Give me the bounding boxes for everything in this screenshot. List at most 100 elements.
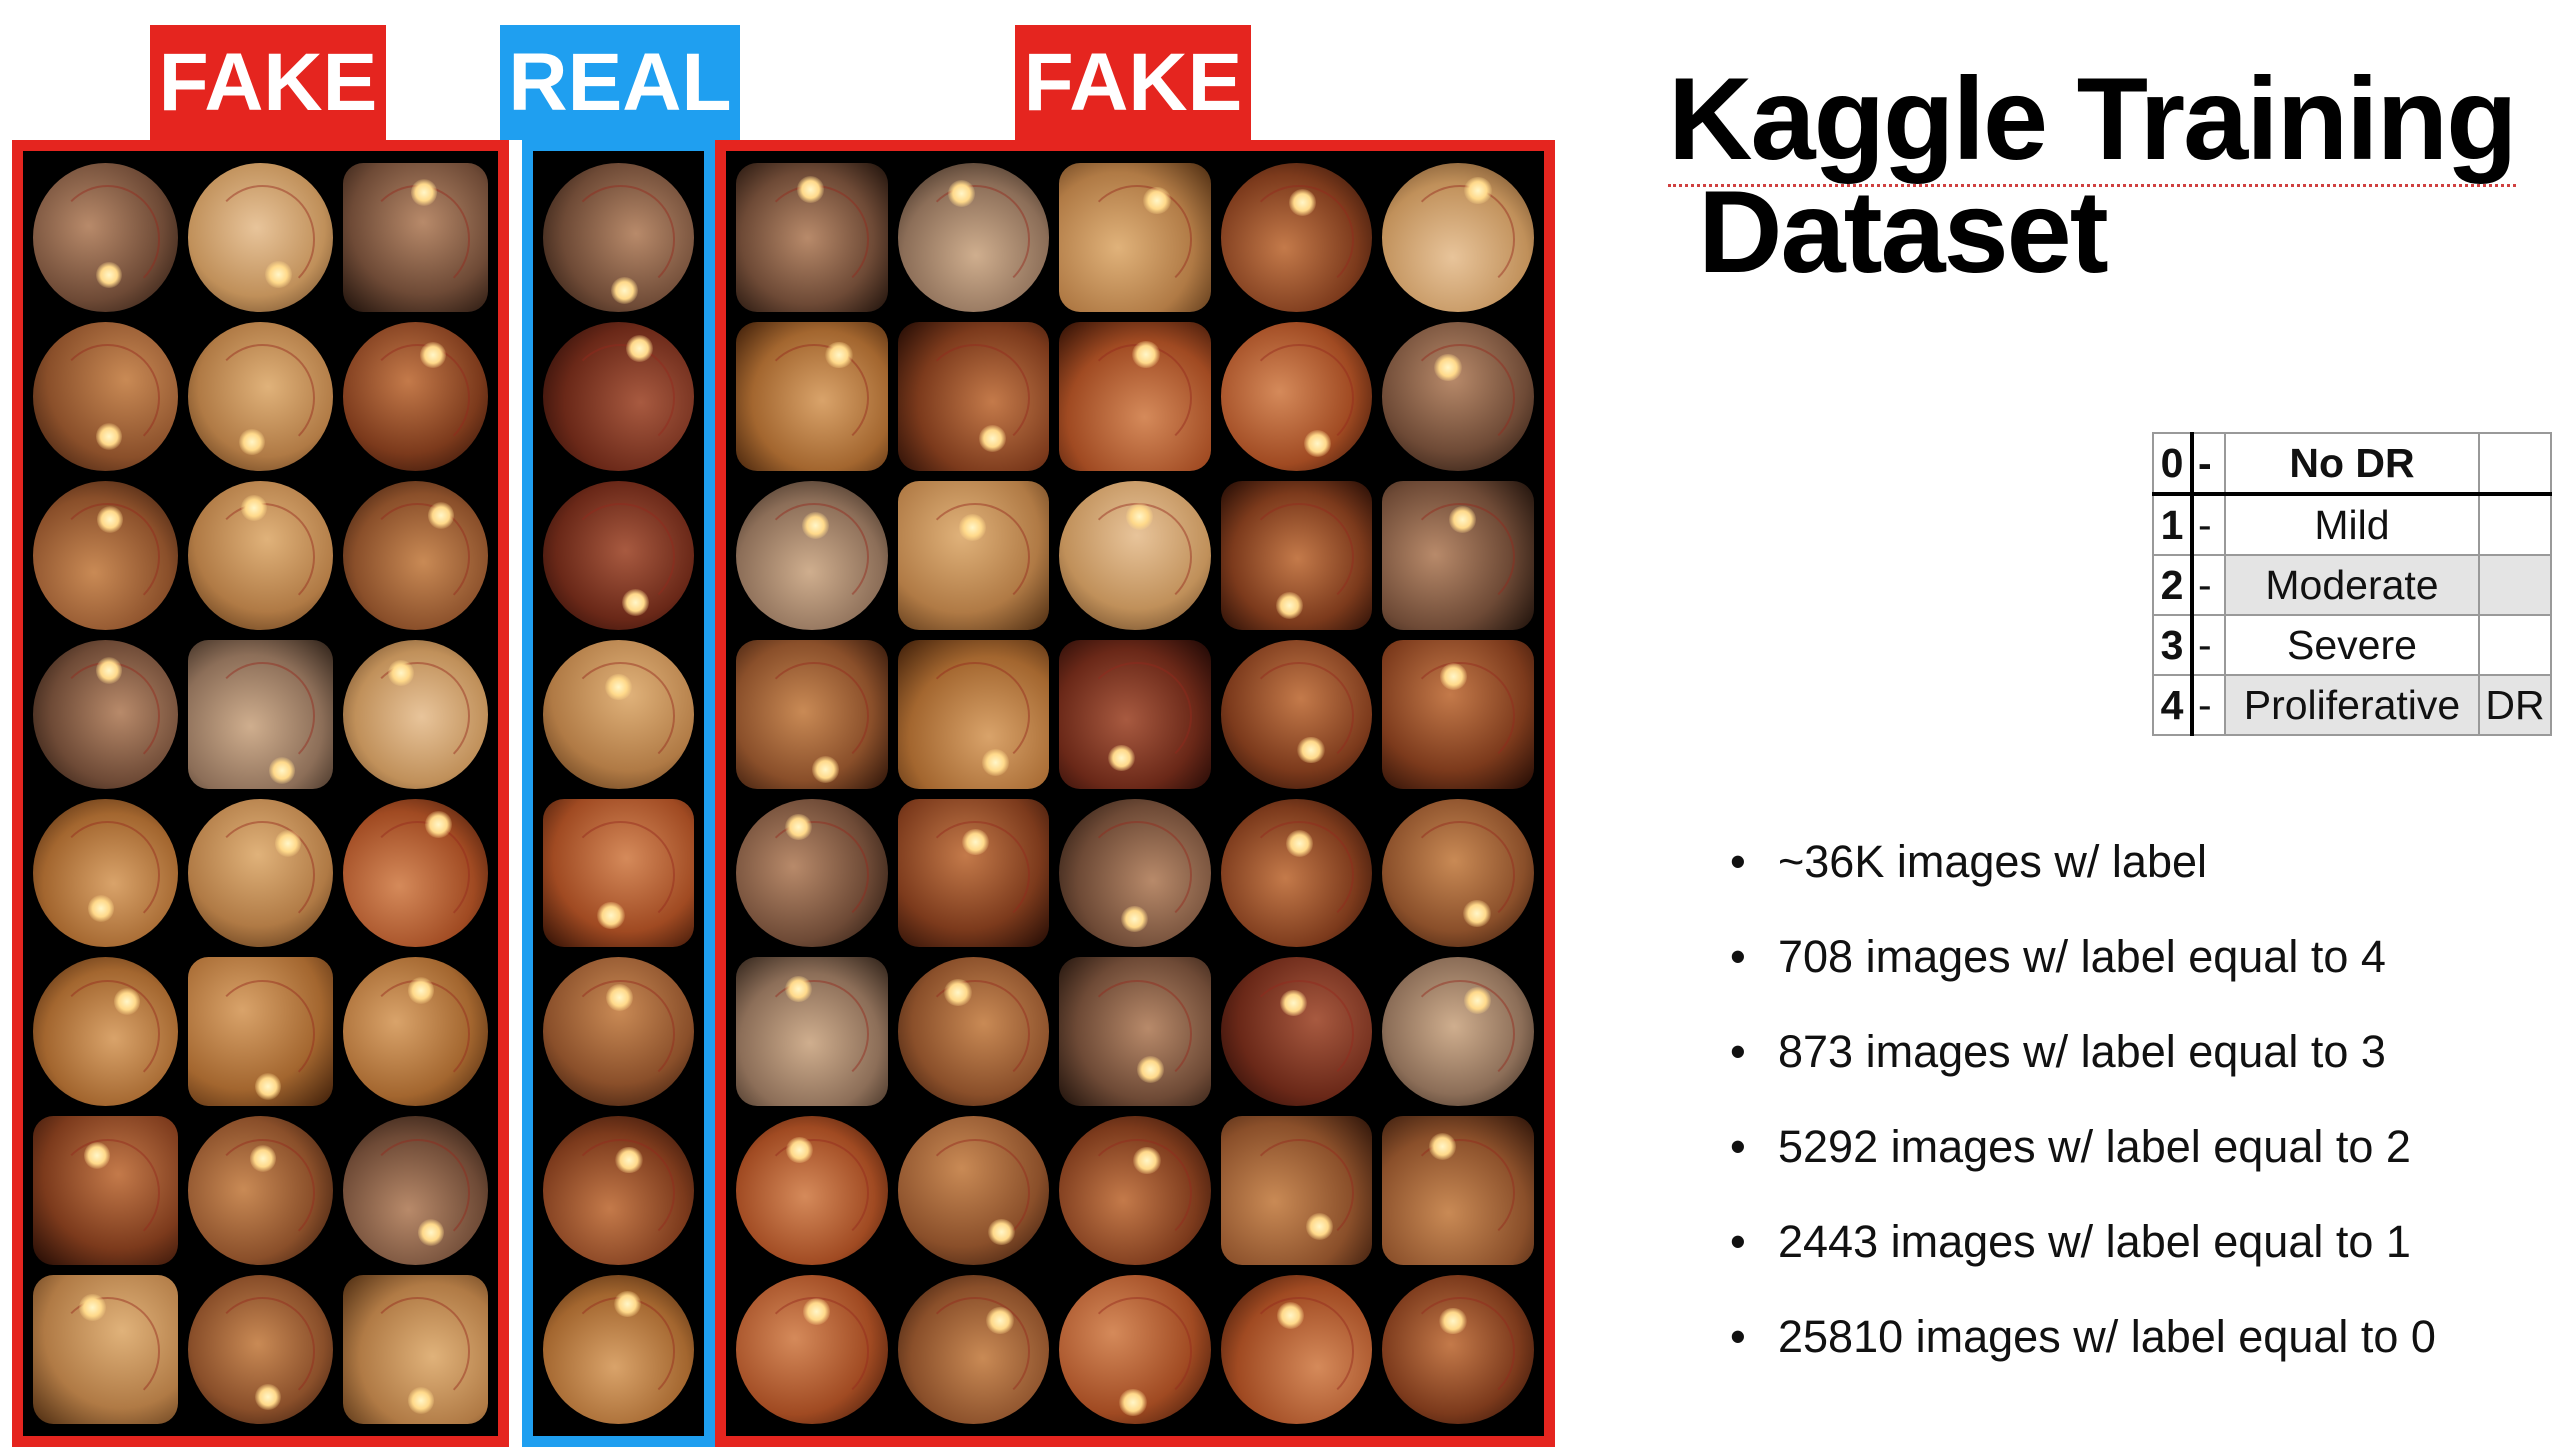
legend-dash: - bbox=[2191, 674, 2226, 736]
fundus-graphic bbox=[1382, 1275, 1534, 1424]
optic-disc-graphic bbox=[1434, 354, 1462, 382]
fake-retina-image bbox=[341, 796, 490, 950]
optic-disc-graphic bbox=[428, 502, 455, 530]
stat-text: 708 images w/ label equal to 4 bbox=[1778, 931, 2386, 982]
fake-retina-image bbox=[31, 955, 180, 1109]
fundus-graphic bbox=[1382, 321, 1534, 471]
fake-retina-image bbox=[31, 1273, 180, 1426]
optic-disc-graphic bbox=[1464, 176, 1492, 204]
fundus-graphic bbox=[897, 1275, 1050, 1424]
fundus-graphic bbox=[736, 957, 888, 1107]
optic-disc-graphic bbox=[1276, 1302, 1304, 1329]
optic-disc-graphic bbox=[597, 902, 625, 930]
optic-disc-graphic bbox=[425, 810, 452, 838]
fake-retina-image bbox=[341, 161, 490, 314]
fake-retina-image bbox=[1380, 1114, 1536, 1268]
legend-name: Mild bbox=[2224, 493, 2480, 556]
fake-retina-image bbox=[895, 161, 1052, 314]
fundus-graphic bbox=[33, 480, 178, 630]
vessel-graphic bbox=[920, 1297, 1031, 1406]
fundus-graphic bbox=[1059, 798, 1211, 948]
optic-disc-graphic bbox=[1136, 1056, 1164, 1083]
vessel-graphic bbox=[920, 344, 1031, 453]
fundus-graphic bbox=[343, 639, 488, 789]
fundus-graphic bbox=[1220, 1116, 1373, 1266]
vessel-graphic bbox=[54, 503, 161, 612]
vessel-graphic bbox=[1243, 344, 1354, 453]
fundus-graphic bbox=[897, 163, 1050, 312]
fundus-graphic bbox=[1382, 639, 1534, 789]
vessel-graphic bbox=[54, 344, 161, 453]
fundus-graphic bbox=[33, 1116, 178, 1266]
fake-retina-image bbox=[341, 1273, 490, 1426]
real-image-grid bbox=[522, 140, 715, 1447]
legend-row: 3 - Severe bbox=[2152, 614, 2552, 676]
vessel-graphic bbox=[565, 1138, 676, 1247]
fundus-graphic bbox=[897, 321, 1050, 471]
fake-image-grid-left bbox=[12, 140, 509, 1447]
vessel-graphic bbox=[1243, 503, 1354, 612]
vessel-graphic bbox=[758, 344, 869, 453]
fundus-graphic bbox=[543, 798, 694, 948]
stat-item: • 2443 images w/ label equal to 1 bbox=[1730, 1202, 2436, 1297]
legend-name: Severe bbox=[2224, 614, 2480, 676]
legend-number: 3 bbox=[2152, 614, 2194, 676]
vessel-graphic bbox=[1405, 503, 1516, 612]
vessel-graphic bbox=[1081, 185, 1193, 294]
bullet-icon: • bbox=[1730, 1121, 1746, 1172]
fundus-graphic bbox=[1220, 1275, 1373, 1424]
fundus-graphic bbox=[343, 321, 488, 471]
fundus-graphic bbox=[897, 957, 1050, 1107]
vessel-graphic bbox=[1243, 820, 1354, 930]
fake-retina-image bbox=[186, 955, 335, 1109]
fake-retina-image bbox=[1218, 1273, 1375, 1426]
vessel-graphic bbox=[920, 979, 1031, 1088]
fake-retina-image bbox=[186, 478, 335, 632]
optic-disc-graphic bbox=[1288, 188, 1316, 216]
fake-retina-image bbox=[1380, 637, 1536, 791]
optic-disc-graphic bbox=[622, 588, 650, 616]
legend-name: Proliferative bbox=[2224, 674, 2480, 736]
vessel-graphic bbox=[920, 661, 1031, 771]
fake-retina-image bbox=[895, 955, 1052, 1109]
optic-disc-graphic bbox=[1285, 829, 1314, 857]
optic-disc-graphic bbox=[95, 422, 122, 450]
real-retina-image bbox=[541, 1114, 696, 1268]
fundus-graphic bbox=[343, 957, 488, 1107]
vessel-graphic bbox=[209, 820, 316, 930]
optic-disc-graphic bbox=[268, 757, 295, 784]
optic-disc-graphic bbox=[1439, 1307, 1467, 1335]
optic-disc-graphic bbox=[614, 1290, 642, 1318]
optic-disc-graphic bbox=[987, 1218, 1015, 1246]
fundus-graphic bbox=[343, 480, 488, 630]
vessel-graphic bbox=[1405, 344, 1516, 453]
fundus-graphic bbox=[543, 957, 694, 1107]
vessel-graphic bbox=[54, 1138, 161, 1247]
fundus-graphic bbox=[188, 163, 333, 312]
optic-disc-graphic bbox=[265, 261, 292, 289]
vessel-graphic bbox=[54, 1297, 161, 1406]
vessel-graphic bbox=[54, 820, 161, 930]
legend-number: 0 bbox=[2152, 432, 2194, 496]
legend-name: No DR bbox=[2224, 432, 2480, 496]
fundus-graphic bbox=[188, 1275, 333, 1424]
optic-disc-graphic bbox=[1119, 1388, 1147, 1416]
fake-retina-image bbox=[1057, 161, 1213, 314]
vessel-graphic bbox=[1405, 979, 1516, 1088]
optic-disc-graphic bbox=[1303, 430, 1332, 458]
optic-disc-graphic bbox=[784, 975, 812, 1003]
dataset-stats-list: • ~36K images w/ label • 708 images w/ lab… bbox=[1730, 822, 2436, 1392]
stat-item: • 708 images w/ label equal to 4 bbox=[1730, 917, 2436, 1012]
fundus-graphic bbox=[1382, 798, 1534, 948]
fundus-graphic bbox=[897, 1116, 1050, 1266]
optic-disc-graphic bbox=[1143, 186, 1171, 214]
optic-disc-graphic bbox=[796, 176, 824, 204]
fundus-graphic bbox=[1382, 480, 1534, 630]
fake-retina-image bbox=[186, 161, 335, 314]
optic-disc-graphic bbox=[95, 261, 122, 289]
legend-row: 4 - Proliferative DR bbox=[2152, 674, 2552, 736]
stat-text: 5292 images w/ label equal to 2 bbox=[1778, 1121, 2411, 1172]
fake-retina-image bbox=[341, 319, 490, 473]
fake-image-grid-right bbox=[715, 140, 1555, 1447]
fake-retina-image bbox=[1380, 161, 1536, 314]
